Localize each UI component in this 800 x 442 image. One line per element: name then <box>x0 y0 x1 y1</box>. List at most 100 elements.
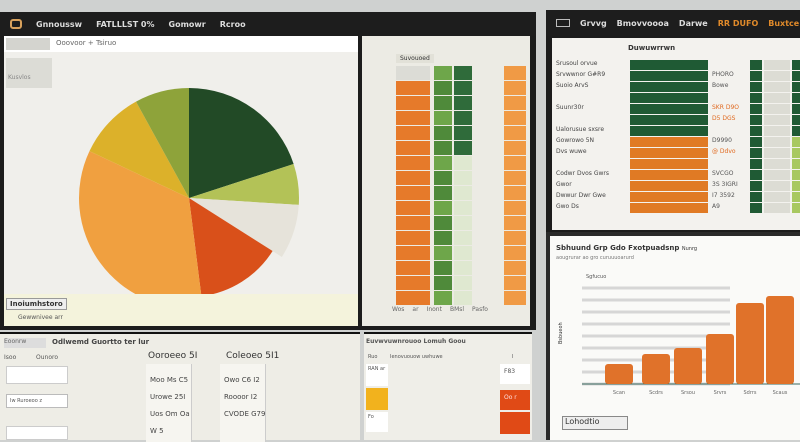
table-cell[interactable] <box>504 186 526 200</box>
grid-cell[interactable] <box>750 192 762 202</box>
grid-cell[interactable] <box>792 192 800 202</box>
grid-cell[interactable] <box>792 71 800 81</box>
table-cell[interactable] <box>454 276 472 290</box>
table-cell[interactable] <box>396 126 430 140</box>
grid-cell[interactable] <box>764 60 790 70</box>
table-cell[interactable] <box>454 81 472 95</box>
grid-cell[interactable] <box>750 104 762 114</box>
table-cell[interactable] <box>434 81 452 95</box>
table-cell[interactable] <box>396 201 430 215</box>
grid-bar[interactable] <box>630 126 708 136</box>
table-cell[interactable] <box>504 201 526 215</box>
grid-bar[interactable] <box>630 137 708 147</box>
table-cell[interactable] <box>396 186 430 200</box>
table-cell[interactable] <box>434 156 452 170</box>
table-cell[interactable] <box>454 261 472 275</box>
grid-cell[interactable] <box>764 203 790 213</box>
menu-item[interactable]: Grvvg <box>580 18 607 28</box>
table-cell[interactable] <box>434 126 452 140</box>
side-input[interactable] <box>6 366 68 384</box>
table-cell[interactable] <box>434 96 452 110</box>
side-input[interactable] <box>6 426 68 440</box>
table-cell[interactable] <box>434 276 452 290</box>
table-cell[interactable] <box>454 171 472 185</box>
table-cell[interactable] <box>434 186 452 200</box>
table-cell[interactable] <box>454 201 472 215</box>
footer-button[interactable]: Lohodtio <box>562 416 628 430</box>
status-cell-yellow[interactable] <box>366 388 388 410</box>
grid-bar[interactable] <box>630 181 708 191</box>
grid-cell[interactable] <box>764 181 790 191</box>
menu-item[interactable]: Rcroo <box>219 19 246 29</box>
grid-cell[interactable] <box>792 126 800 136</box>
tab[interactable]: Eoonrw <box>4 338 46 348</box>
grid-cell[interactable] <box>764 115 790 125</box>
menu-item[interactable]: FATLLLST 0% <box>96 19 155 29</box>
table-cell[interactable] <box>396 276 430 290</box>
grid-cell[interactable] <box>792 137 800 147</box>
grid-bar[interactable] <box>630 170 708 180</box>
grid-cell[interactable] <box>764 82 790 92</box>
table-cell[interactable] <box>454 216 472 230</box>
status-cell[interactable]: RAN ar <box>366 364 388 386</box>
value-cell-red[interactable]: Oo r <box>500 390 530 410</box>
table-cell[interactable] <box>454 66 472 80</box>
table-cell[interactable] <box>454 291 472 305</box>
grid-cell[interactable] <box>764 104 790 114</box>
toolbar-button[interactable] <box>6 38 50 50</box>
grid-bar[interactable] <box>630 203 708 213</box>
table-cell[interactable] <box>396 171 430 185</box>
table-cell[interactable] <box>396 81 430 95</box>
grid-bar[interactable] <box>630 104 708 114</box>
grid-bar[interactable] <box>630 115 708 125</box>
table-cell[interactable] <box>504 111 526 125</box>
table-cell[interactable] <box>396 216 430 230</box>
table-cell[interactable] <box>434 261 452 275</box>
grid-cell[interactable] <box>750 115 762 125</box>
pie-caption-button[interactable]: Inoiumhstoro <box>6 298 67 310</box>
menu-item[interactable]: Buxtce <box>768 18 800 28</box>
menu-item[interactable]: Gnnoussw <box>36 19 83 29</box>
grid-cell[interactable] <box>792 93 800 103</box>
table-cell[interactable] <box>396 246 430 260</box>
table-cell[interactable] <box>504 216 526 230</box>
side-tab[interactable]: Kusvlos <box>6 58 52 88</box>
grid-bar[interactable] <box>630 192 708 202</box>
grid-bar[interactable] <box>630 60 708 70</box>
grid-cell[interactable] <box>764 126 790 136</box>
table-cell[interactable] <box>504 66 526 80</box>
table-cell[interactable] <box>454 126 472 140</box>
table-cell[interactable] <box>434 216 452 230</box>
menu-item[interactable]: Gomowr <box>168 19 206 29</box>
table-cell[interactable] <box>504 141 526 155</box>
grid-cell[interactable] <box>750 71 762 81</box>
grid-bar[interactable] <box>630 148 708 158</box>
grid-cell[interactable] <box>792 170 800 180</box>
table-cell[interactable] <box>454 111 472 125</box>
grid-cell[interactable] <box>764 159 790 169</box>
grid-bar[interactable] <box>630 82 708 92</box>
grid-cell[interactable] <box>792 203 800 213</box>
grid-cell[interactable] <box>792 148 800 158</box>
grid-bar[interactable] <box>630 93 708 103</box>
grid-cell[interactable] <box>792 159 800 169</box>
grid-cell[interactable] <box>750 159 762 169</box>
table-cell[interactable] <box>434 66 452 80</box>
grid-cell[interactable] <box>792 181 800 191</box>
table-cell[interactable] <box>434 246 452 260</box>
table-cell[interactable] <box>396 141 430 155</box>
table-cell[interactable] <box>396 111 430 125</box>
grid-cell[interactable] <box>750 148 762 158</box>
grid-cell[interactable] <box>764 93 790 103</box>
grid-cell[interactable] <box>750 203 762 213</box>
value-cell[interactable]: F83 <box>500 364 530 384</box>
grid-cell[interactable] <box>750 170 762 180</box>
value-cell-red[interactable] <box>500 412 530 434</box>
grid-cell[interactable] <box>750 60 762 70</box>
grid-cell[interactable] <box>764 192 790 202</box>
table-cell[interactable] <box>434 141 452 155</box>
table-cell[interactable] <box>504 261 526 275</box>
table-cell[interactable] <box>504 81 526 95</box>
table-cell[interactable] <box>396 156 430 170</box>
table-cell[interactable] <box>396 66 430 80</box>
